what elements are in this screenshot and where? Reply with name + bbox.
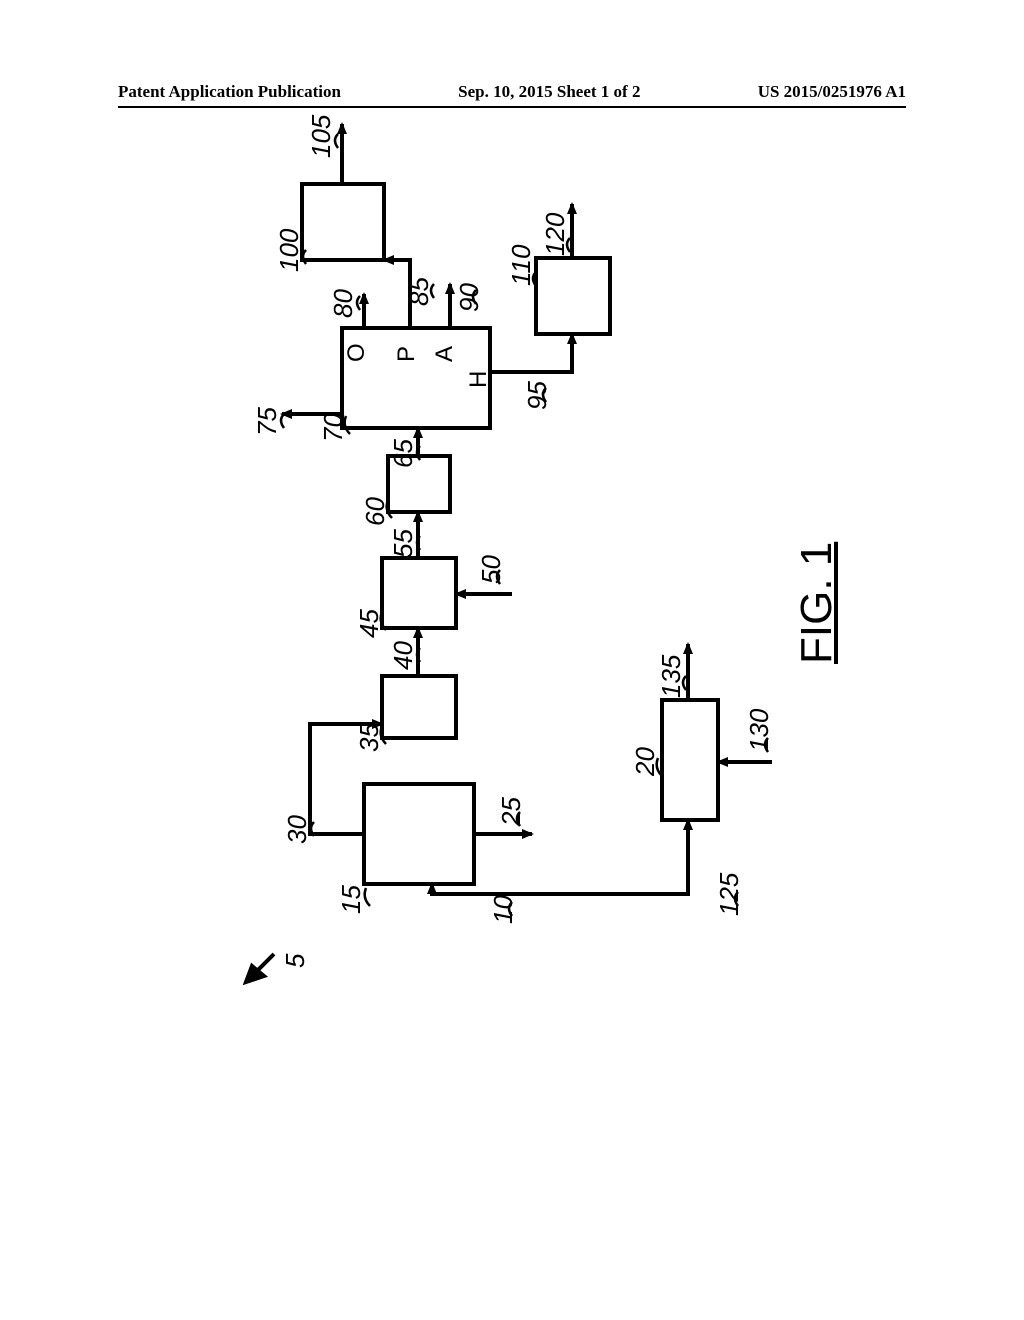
ref-135: 135	[656, 654, 686, 698]
box-100	[302, 184, 384, 260]
ref-120: 120	[540, 212, 570, 256]
diagram-svg: 5 15 20 35 45 60 70 100 110 10 125 25 30…	[0, 64, 872, 1064]
box-20	[662, 700, 718, 820]
box-35	[382, 676, 456, 738]
line-125	[532, 820, 688, 894]
ref-85: 85	[404, 277, 434, 306]
figure-caption: FIG. 1	[792, 542, 842, 664]
page: Patent Application Publication Sep. 10, …	[0, 0, 1024, 1320]
ref-5: 5	[280, 953, 310, 968]
ref-105: 105	[306, 114, 336, 158]
box-45	[382, 558, 456, 628]
ref-55: 55	[388, 529, 418, 558]
figure-1: 5 15 20 35 45 60 70 100 110 10 125 25 30…	[118, 130, 906, 1210]
stream-H: H	[465, 371, 492, 388]
ref-70: 70	[318, 413, 348, 442]
stream-O: O	[343, 343, 370, 362]
box-110	[536, 258, 610, 334]
boxes	[302, 184, 718, 884]
ref-95: 95	[522, 381, 552, 410]
box-15	[364, 784, 474, 884]
ref-125: 125	[714, 872, 744, 916]
ref-130: 130	[744, 708, 774, 752]
ref-65: 65	[388, 439, 418, 468]
ref-35: 35	[354, 723, 384, 752]
ref-10: 10	[488, 895, 518, 924]
ref-50: 50	[476, 555, 506, 584]
ref-80: 80	[328, 289, 358, 318]
line-95	[490, 334, 572, 372]
stream-P: P	[393, 346, 420, 362]
ref-15: 15	[336, 885, 366, 914]
ref-45: 45	[354, 609, 384, 638]
ref-90: 90	[454, 283, 484, 312]
ref-40: 40	[388, 641, 418, 670]
ref-110: 110	[506, 244, 536, 286]
figure-caption-text: FIG. 1	[792, 542, 841, 664]
ref-75: 75	[252, 407, 282, 436]
ref-25: 25	[496, 797, 526, 827]
ref-60: 60	[360, 497, 390, 526]
stream-A: A	[431, 346, 458, 362]
ref-100: 100	[274, 228, 304, 272]
ref-30: 30	[282, 815, 312, 844]
ref-20: 20	[630, 747, 660, 777]
system-ref	[246, 954, 274, 982]
